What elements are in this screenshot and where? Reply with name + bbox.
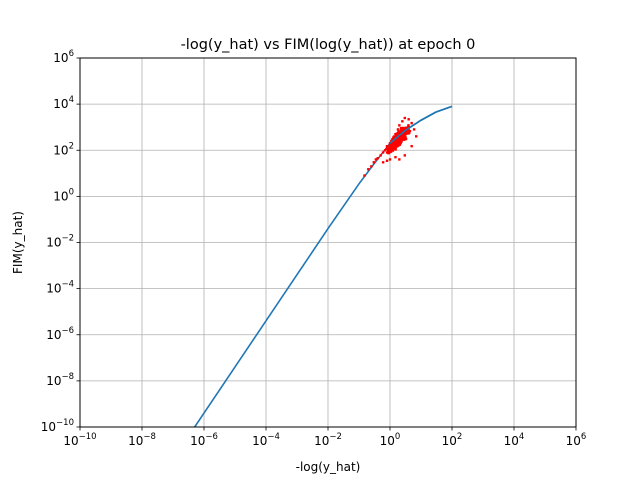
scatter-point bbox=[415, 135, 418, 138]
x-tick-label: 102 bbox=[442, 432, 463, 448]
scatter-point bbox=[370, 165, 373, 168]
scatter-point bbox=[403, 116, 406, 120]
scatter-point bbox=[391, 138, 394, 141]
scatter-point bbox=[387, 151, 391, 155]
scatter-point bbox=[374, 158, 378, 161]
scatter-point bbox=[394, 132, 397, 136]
scatter-point bbox=[396, 144, 400, 147]
x-tick-label: 100 bbox=[380, 432, 401, 448]
scatter-point bbox=[403, 154, 406, 157]
y-tick-label: 102 bbox=[53, 141, 74, 157]
scatter-point bbox=[410, 144, 413, 148]
scatter-point bbox=[390, 144, 393, 147]
scatter-point bbox=[390, 142, 393, 146]
scatter-point bbox=[397, 135, 401, 139]
x-tick-label: 10−8 bbox=[128, 432, 156, 448]
scatter-point bbox=[385, 144, 389, 148]
scatter-point bbox=[393, 140, 396, 144]
y-tick-label: 104 bbox=[53, 95, 74, 111]
scatter-point bbox=[394, 155, 397, 159]
scatter-point bbox=[407, 128, 410, 131]
scatter-point bbox=[388, 158, 392, 161]
scatter-point bbox=[399, 126, 403, 130]
scatter-point bbox=[398, 124, 401, 127]
scatter-point bbox=[407, 124, 410, 127]
scatter-point bbox=[388, 147, 391, 150]
scatter-point bbox=[396, 134, 399, 137]
scatter-point bbox=[398, 142, 402, 145]
scatter-point bbox=[403, 135, 406, 138]
scatter-point bbox=[406, 129, 410, 132]
y-tick-label: 10−4 bbox=[46, 280, 74, 296]
scatter-point bbox=[404, 137, 408, 141]
scatter-point bbox=[385, 159, 389, 162]
scatter-point bbox=[407, 125, 410, 128]
y-tick-label: 10−6 bbox=[46, 326, 74, 342]
scatter-point bbox=[402, 137, 406, 140]
scatter-point bbox=[396, 128, 400, 131]
scatter-point bbox=[379, 154, 382, 157]
y-axis-label: FIM(y_hat) bbox=[11, 211, 25, 274]
scatter-point bbox=[401, 120, 404, 123]
x-tick-label: 10−2 bbox=[314, 432, 342, 448]
scatter-point bbox=[385, 147, 389, 150]
scatter-point bbox=[410, 121, 413, 125]
x-axis-ticks: 10−10 10−8 10−6 10−4 10−2 100 102 104 106 bbox=[63, 427, 586, 448]
scatter-point bbox=[389, 146, 392, 149]
y-tick-label: 10−10 bbox=[41, 418, 74, 434]
scatter-point bbox=[407, 118, 410, 121]
y-tick-label: 10−8 bbox=[46, 372, 74, 388]
scatter-point bbox=[397, 136, 401, 140]
scatter-point bbox=[397, 139, 400, 142]
x-tick-label: 10−10 bbox=[63, 432, 96, 448]
scatter-point bbox=[367, 168, 370, 171]
y-tick-label: 106 bbox=[53, 49, 74, 65]
scatter-point bbox=[381, 161, 385, 164]
scatter-point bbox=[385, 151, 389, 154]
scatter-point bbox=[398, 158, 401, 161]
scatter-point bbox=[412, 128, 416, 131]
y-tick-label: 100 bbox=[53, 187, 74, 203]
scatter-point bbox=[399, 129, 402, 132]
scatter-point bbox=[394, 143, 397, 146]
x-tick-label: 10−4 bbox=[252, 432, 280, 448]
scatter-point bbox=[381, 151, 385, 154]
y-tick-label: 10−2 bbox=[46, 234, 74, 250]
scatter-point bbox=[387, 148, 390, 151]
y-axis-ticks: 10−10 10−8 10−6 10−4 10−2 100 102 104 106 bbox=[41, 49, 80, 434]
scatter-point bbox=[404, 130, 408, 134]
scatter-point bbox=[402, 129, 405, 132]
scatter-point bbox=[384, 149, 387, 152]
scatter-point bbox=[372, 161, 375, 164]
scatter-point bbox=[400, 134, 403, 138]
scatter-point bbox=[363, 174, 366, 177]
x-tick-label: 10−6 bbox=[190, 432, 218, 448]
scatter-point bbox=[392, 145, 395, 149]
scatter-point bbox=[394, 148, 397, 151]
scatter-point bbox=[394, 145, 397, 149]
scatter-point bbox=[395, 143, 399, 146]
x-tick-label: 106 bbox=[566, 432, 587, 448]
series-layer bbox=[194, 105, 453, 427]
x-axis-label: -log(y_hat) bbox=[296, 460, 361, 474]
scatter-point bbox=[408, 129, 412, 133]
chart-title: -log(y_hat) vs FIM(log(y_hat)) at epoch … bbox=[181, 37, 476, 53]
scatter-point bbox=[400, 128, 404, 131]
scatter-point bbox=[376, 157, 379, 160]
scatter-point bbox=[407, 131, 411, 135]
scatter-point bbox=[398, 140, 401, 144]
x-tick-label: 104 bbox=[504, 432, 525, 448]
series-line-overlay bbox=[389, 105, 453, 144]
scatter-point bbox=[392, 142, 395, 146]
scatter-point bbox=[389, 149, 392, 152]
scatter-point bbox=[400, 136, 403, 139]
scatter-point bbox=[395, 137, 398, 141]
scatter-point bbox=[395, 140, 399, 144]
